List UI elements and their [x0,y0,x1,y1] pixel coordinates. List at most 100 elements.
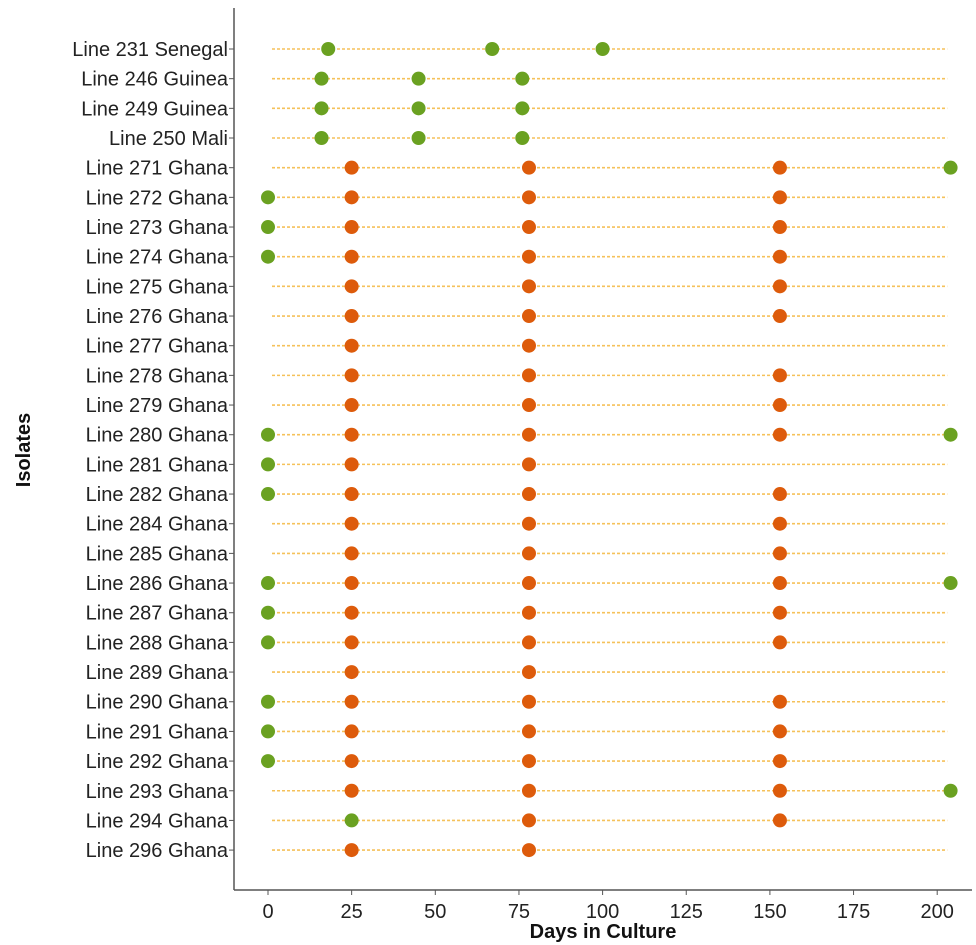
data-point [411,71,426,86]
y-tick-label: Line 294 Ghana [86,810,229,832]
data-point [261,190,275,205]
data-point [411,101,426,116]
data-point [344,487,359,502]
data-point [344,843,359,858]
data-points-layer [261,42,958,858]
y-tick-label: Line 286 Ghana [86,573,229,595]
y-tick-labels: Line 231 Senegal Line 246 Guinea Line 249 … [72,39,234,862]
data-point [521,279,536,294]
y-tick-label: Line 250 Mali [109,128,228,150]
data-point [521,576,536,591]
data-point [772,220,787,235]
x-tick-label: 0 [262,901,273,923]
y-tick-label: Line 275 Ghana [86,276,229,298]
data-point [344,783,359,798]
data-point [344,279,359,294]
data-point [344,635,359,650]
y-tick-label: Line 291 Ghana [86,721,229,743]
data-point [521,694,536,709]
data-point [344,694,359,709]
y-tick-label: Line 249 Guinea [81,98,229,120]
data-point [521,516,536,531]
y-tick-label: Line 276 Ghana [86,306,229,328]
y-axis-title: Isolates [13,413,35,487]
data-point [521,220,536,235]
x-axis-title: Days in Culture [530,921,677,943]
data-point [772,427,787,442]
data-point [772,487,787,502]
data-point [261,249,275,264]
data-point [261,457,275,472]
data-point [521,398,536,413]
data-point [314,101,329,116]
y-tick-label: Line 278 Ghana [86,365,229,387]
y-tick-label: Line 277 Ghana [86,336,229,358]
data-point [344,338,359,353]
data-point [261,694,275,709]
data-point [521,635,536,650]
data-point [261,576,275,591]
y-tick-label: Line 290 Ghana [86,692,229,714]
data-point [772,605,787,620]
y-tick-label: Line 289 Ghana [86,662,229,684]
data-point [521,190,536,205]
data-point [772,694,787,709]
data-point [772,368,787,383]
y-tick-label: Line 279 Ghana [86,395,229,417]
data-point [943,576,958,591]
data-point [943,160,958,175]
y-tick-label: Line 285 Ghana [86,543,229,565]
data-point [344,724,359,739]
y-tick-label: Line 273 Ghana [86,217,229,239]
y-tick-label: Line 296 Ghana [86,840,229,862]
data-point [485,42,500,56]
data-point [261,427,275,442]
data-point [521,427,536,442]
data-point [521,813,536,828]
data-point [772,190,787,205]
data-point [521,783,536,798]
data-point [344,309,359,324]
y-tick-label: Line 274 Ghana [86,247,229,269]
data-point [344,249,359,264]
data-point [261,605,275,620]
data-point [321,42,336,56]
y-tick-label: Line 293 Ghana [86,781,229,803]
data-point [344,427,359,442]
x-tick-label: 75 [508,901,530,923]
data-point [943,427,958,442]
data-point [772,576,787,591]
data-point [772,754,787,769]
y-tick-label: Line 287 Ghana [86,603,229,625]
y-tick-label: Line 284 Ghana [86,514,229,536]
data-point [521,368,536,383]
data-point [314,71,329,86]
y-tick-label: Line 280 Ghana [86,425,229,447]
x-tick-label: 100 [586,901,619,923]
y-tick-label: Line 292 Ghana [86,751,229,773]
data-point [261,487,275,502]
y-tick-label: Line 246 Guinea [81,69,229,91]
y-tick-label: Line 231 Senegal [72,39,228,61]
data-point [772,813,787,828]
data-point [772,398,787,413]
data-point [772,160,787,175]
x-tick-label: 200 [921,901,954,923]
data-point [772,724,787,739]
data-point [344,576,359,591]
data-point [344,160,359,175]
data-point [521,843,536,858]
data-point [515,131,530,146]
data-point [521,338,536,353]
y-tick-label: Line 282 Ghana [86,484,229,506]
y-tick-label: Line 272 Ghana [86,187,229,209]
data-point [344,665,359,680]
data-point [521,724,536,739]
data-point [261,724,275,739]
data-point [772,516,787,531]
data-point [344,220,359,235]
guide-lines-layer [272,48,948,851]
data-point [521,457,536,472]
data-point [344,546,359,561]
